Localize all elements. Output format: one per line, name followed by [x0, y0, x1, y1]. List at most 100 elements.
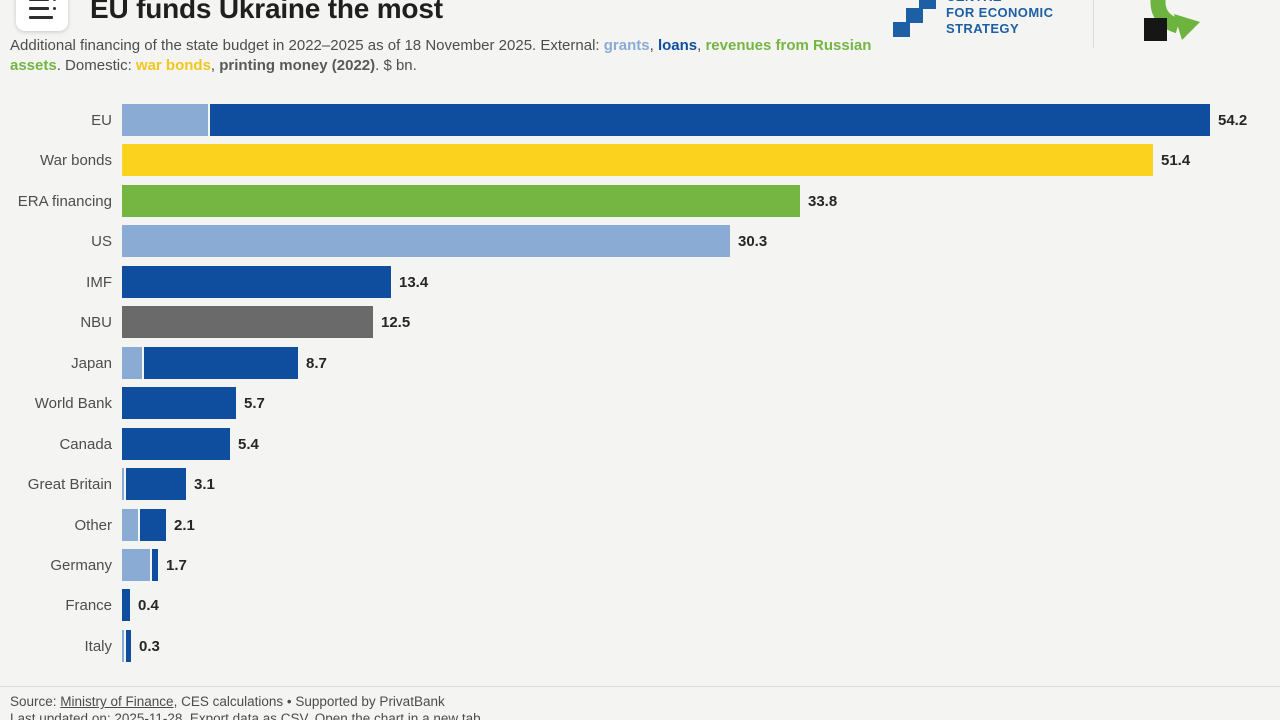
bar-segment-printing-money[interactable]	[122, 306, 373, 338]
bar-segment-grants[interactable]	[122, 347, 142, 379]
source-line: Source: Ministry of Finance, CES calcula…	[10, 694, 445, 709]
value-label: 13.4	[399, 273, 429, 291]
bar-group	[122, 630, 131, 662]
value-label: 5.7	[244, 394, 265, 412]
bar-segment-loans[interactable]	[122, 428, 230, 460]
embed-menu-button[interactable]	[16, 0, 68, 31]
chart-row-france: France 0.4	[0, 589, 159, 621]
value-label: 1.7	[166, 556, 187, 574]
bar-segment-loans[interactable]	[122, 589, 130, 621]
subtitle-domestic: . Domestic:	[56, 57, 136, 74]
value-label: 3.1	[194, 475, 215, 493]
subtitle-sep: ,	[649, 37, 658, 54]
bar-group	[122, 589, 130, 621]
subtitle-outro: . $ bn.	[375, 57, 417, 74]
bar-segment-grants[interactable]	[122, 509, 138, 541]
chart-row-us: US 30.3	[0, 225, 767, 257]
subtitle-sep: ,	[210, 57, 220, 74]
bar-group	[122, 549, 158, 581]
chart-subtitle: Additional financing of the state budget…	[10, 36, 894, 76]
bar-group	[122, 468, 186, 500]
page-title: EU funds Ukraine the most	[90, 0, 443, 24]
chart-row-canada: Canada 5.4	[0, 428, 259, 460]
value-label: 51.4	[1161, 151, 1191, 169]
value-label: 0.4	[138, 596, 159, 614]
bar-segment-russian-assets[interactable]	[122, 185, 800, 217]
value-label: 2.1	[174, 516, 195, 534]
bar-group	[122, 185, 800, 217]
chart-row-era-financing: ERA financing 33.8	[0, 185, 837, 217]
legend-grants: grants	[603, 37, 650, 54]
row-label: Canada	[59, 435, 112, 453]
row-label: Other	[74, 516, 112, 534]
value-label: 8.7	[306, 354, 327, 372]
bar-segment-grants[interactable]	[122, 468, 124, 500]
chart-row-eu: EU 54.2	[0, 104, 1247, 136]
value-label: 12.5	[381, 313, 411, 331]
ces-line-3: STRATEGY	[946, 21, 1020, 36]
row-label: World Bank	[34, 394, 112, 412]
bar-segment-grants[interactable]	[122, 549, 150, 581]
row-label: Great Britain	[27, 475, 112, 493]
bar-segment-war-bonds[interactable]	[122, 144, 1153, 176]
chart-row-other: Other 2.1	[0, 509, 195, 541]
value-label: 54.2	[1218, 111, 1248, 129]
bar-segment-grants[interactable]	[122, 630, 124, 662]
bar-segment-loans[interactable]	[122, 387, 236, 419]
privatbank-arrow-logo	[1144, 0, 1200, 41]
value-label: 33.8	[808, 192, 838, 210]
bar-segment-loans[interactable]	[152, 549, 158, 581]
bar-group	[122, 428, 230, 460]
legend-war-bonds: war bonds	[135, 57, 211, 74]
bar-group	[122, 144, 1153, 176]
row-label: ERA financing	[17, 192, 112, 210]
ces-line-1: CENTRE	[946, 0, 1053, 5]
bar-segment-loans[interactable]	[140, 509, 166, 541]
bar-group	[122, 306, 373, 338]
row-label: Italy	[84, 637, 112, 655]
source-link[interactable]: Ministry of Finance	[60, 694, 174, 709]
bar-segment-grants[interactable]	[122, 104, 208, 136]
supported-by: Supported by PrivatBank	[295, 694, 445, 709]
bar-segment-loans[interactable]	[144, 347, 298, 379]
chart-row-imf: IMF 13.4	[0, 266, 428, 298]
bar-segment-loans[interactable]	[126, 468, 186, 500]
row-label: France	[65, 596, 112, 614]
open-chart-link[interactable]: Open the chart in a new tab	[314, 711, 481, 720]
chart-row-japan: Japan 8.7	[0, 347, 327, 379]
ces-logo-text: CENTRE FOR ECONOMIC STRATEGY	[946, 0, 1053, 37]
footer-divider	[0, 686, 1280, 687]
chart-row-nbu: NBU 12.5	[0, 306, 410, 338]
bar-segment-loans[interactable]	[126, 630, 131, 662]
hamburger-menu-icon	[29, 0, 56, 25]
row-label: EU	[91, 111, 112, 129]
bar-segment-loans[interactable]	[210, 104, 1210, 136]
bar-segment-grants[interactable]	[122, 225, 730, 257]
legend-loans: loans	[657, 37, 698, 54]
source-prefix: Source:	[10, 694, 61, 709]
bar-group	[122, 347, 298, 379]
row-label: US	[91, 232, 112, 250]
row-label: IMF	[86, 273, 112, 291]
subtitle-intro: Additional financing of the state budget…	[10, 37, 604, 54]
source-suffix: , CES calculations	[173, 694, 284, 709]
chart-row-germany: Germany 1.7	[0, 549, 187, 581]
bar-segment-loans[interactable]	[122, 266, 391, 298]
last-updated: Last updated on: 2025-11-28.	[10, 711, 187, 720]
logo-divider	[1093, 0, 1094, 48]
legend-printing-money: printing money (2022)	[219, 57, 376, 74]
chart-row-italy: Italy 0.3	[0, 630, 160, 662]
ces-line-2: FOR ECONOMIC	[946, 5, 1054, 20]
export-csv-link[interactable]: Export data as CSV	[189, 711, 308, 720]
row-label: Japan	[71, 354, 112, 372]
footer-links-line: Last updated on: 2025-11-28. Export data…	[10, 711, 481, 720]
chart-row-great-britain: Great Britain 3.1	[0, 468, 215, 500]
value-label: 5.4	[238, 435, 259, 453]
bar-group	[122, 225, 730, 257]
bar-group	[122, 266, 391, 298]
row-label: NBU	[80, 313, 112, 331]
chart-row-war-bonds: War bonds 51.4	[0, 144, 1190, 176]
value-label: 0.3	[139, 637, 160, 655]
